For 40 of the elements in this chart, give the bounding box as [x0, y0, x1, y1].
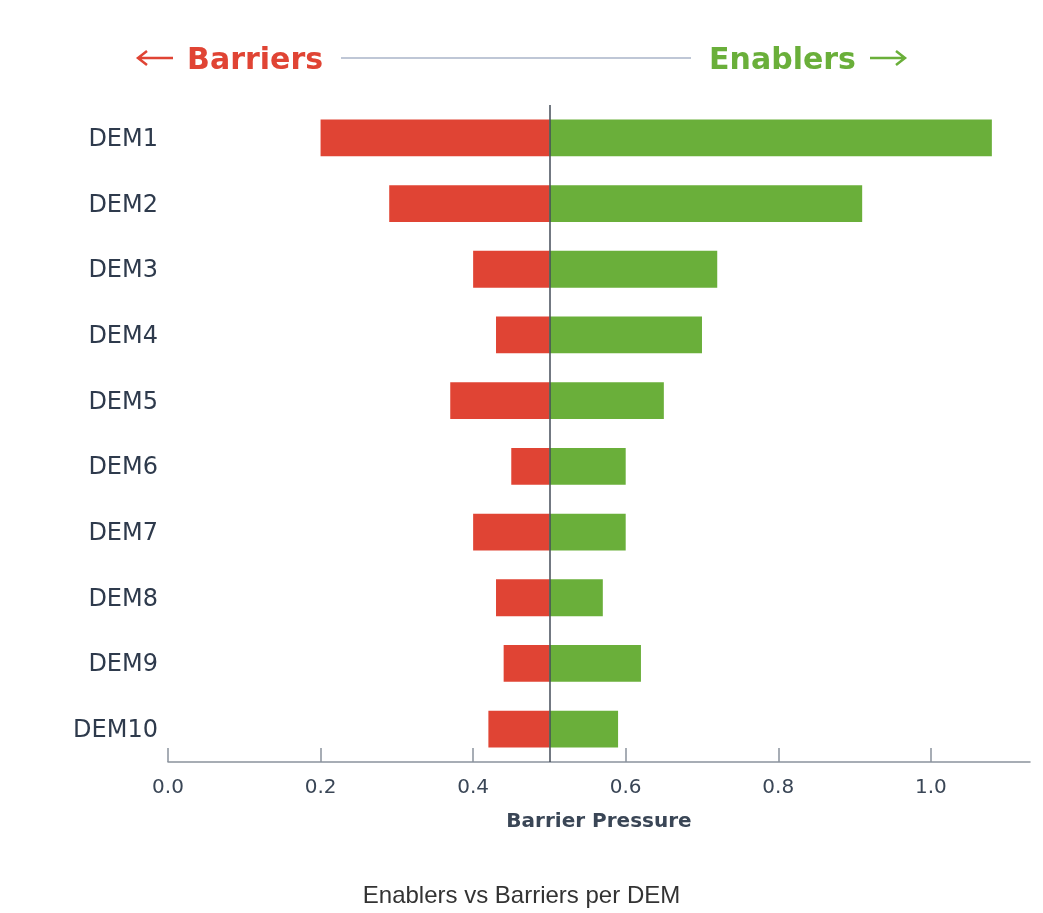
bar — [549, 579, 603, 617]
bar — [549, 250, 718, 288]
y-tick-label: DEM7 — [88, 518, 158, 547]
series-label: Enablers — [709, 40, 856, 76]
bar — [389, 185, 550, 222]
bar — [549, 119, 992, 157]
x-tick-label: 0.8 — [762, 774, 795, 798]
x-axis-title: Barrier Pressure — [506, 808, 692, 832]
bar — [496, 316, 550, 354]
bar — [549, 316, 702, 354]
x-tick-label: 0.2 — [304, 774, 337, 798]
y-tick-label: DEM2 — [88, 189, 158, 218]
bar — [549, 447, 626, 485]
bar — [549, 382, 664, 420]
y-tick-label: DEM3 — [88, 255, 158, 284]
bar — [549, 710, 619, 748]
bar — [473, 513, 550, 551]
bar — [496, 579, 550, 617]
bar — [450, 382, 550, 420]
bar — [473, 250, 550, 288]
bar — [511, 447, 550, 485]
x-tick-label: 0.6 — [609, 774, 642, 798]
x-tick-label: 0.0 — [152, 774, 184, 798]
text: Enablers vs Barriers per DEM — [362, 880, 681, 908]
y-tick-label: DEM1 — [88, 123, 158, 152]
y-tick-label: DEM9 — [88, 649, 158, 678]
y-tick-label: DEM4 — [88, 320, 158, 349]
x-tick-label: 0.4 — [457, 774, 490, 798]
bar — [320, 119, 550, 157]
y-tick-label: DEM5 — [88, 386, 158, 415]
y-tick-label: DEM6 — [88, 452, 158, 481]
y-tick-label: DEM8 — [88, 583, 158, 612]
bar — [549, 185, 863, 222]
bar — [549, 645, 641, 682]
y-tick-label: DEM10 — [73, 715, 158, 744]
bar — [503, 645, 550, 682]
bar — [549, 513, 626, 551]
bar — [488, 710, 550, 748]
legend-label: Barriers — [187, 40, 324, 76]
x-tick-label: 1.0 — [914, 774, 947, 798]
